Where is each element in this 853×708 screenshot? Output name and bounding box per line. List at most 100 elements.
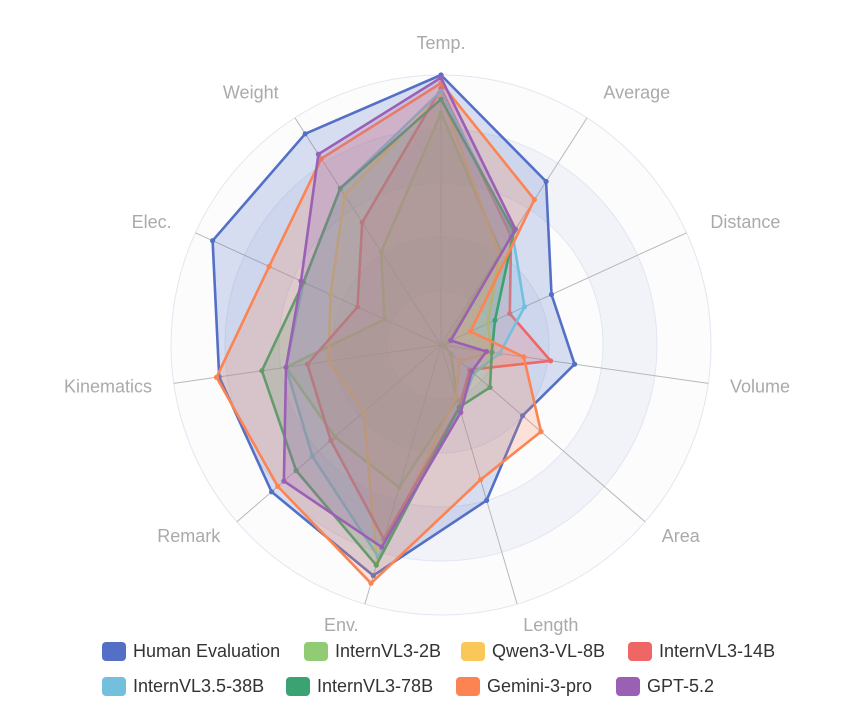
data-point-human-evaluation-length[interactable]	[484, 497, 490, 503]
legend-item-internvl3-5-38b[interactable]: InternVL3.5-38B	[102, 675, 264, 697]
series-area-gpt-5-2[interactable]	[282, 76, 517, 549]
data-point-qwen3-vl-8b-remark[interactable]	[360, 409, 367, 415]
data-point-internvl3-2b-volume[interactable]	[441, 342, 447, 348]
data-point-internvl3-78b-volume[interactable]	[489, 349, 495, 355]
legend-swatch	[616, 676, 640, 696]
data-point-gemini-3-pro-elec[interactable]	[266, 263, 272, 270]
data-point-internvl3-5-38b-volume[interactable]	[497, 350, 503, 357]
series-layer	[210, 72, 578, 586]
data-point-human-evaluation-env[interactable]	[370, 573, 376, 579]
data-point-internvl3-2b-env[interactable]	[396, 484, 402, 491]
data-point-human-evaluation-average[interactable]	[543, 178, 549, 185]
axis-label-average: Average	[603, 82, 670, 102]
data-point-internvl3-78b-kinematics[interactable]	[259, 368, 265, 374]
data-point-human-evaluation-area[interactable]	[520, 413, 526, 419]
legend-label: GPT-5.2	[647, 676, 715, 696]
data-point-gemini-3-pro-weight[interactable]	[318, 156, 324, 162]
data-point-internvl3-2b-temp[interactable]	[438, 110, 444, 116]
data-point-internvl3-2b-elec[interactable]	[381, 316, 388, 322]
data-point-qwen3-vl-8b-length[interactable]	[453, 394, 459, 400]
series-area-human-evaluation[interactable]	[211, 73, 576, 577]
legend-swatch	[456, 676, 480, 696]
legend-item-human-evaluation[interactable]: Human Evaluation	[102, 640, 280, 662]
data-point-internvl3-2b-weight[interactable]	[378, 249, 384, 255]
data-point-gemini-3-pro-volume[interactable]	[521, 354, 527, 360]
legend-label: Gemini-3-pro	[487, 676, 593, 696]
data-point-gpt-5-2-area[interactable]	[469, 368, 475, 375]
legend-item-qwen3-vl-8b[interactable]: Qwen3-VL-8B	[461, 640, 605, 662]
data-point-gemini-3-pro-distance[interactable]	[467, 328, 474, 335]
data-point-internvl3-78b-area[interactable]	[487, 384, 493, 390]
data-point-gemini-3-pro-kinematics[interactable]	[213, 374, 220, 380]
data-point-qwen3-vl-8b-kinematics[interactable]	[326, 358, 332, 364]
data-point-gpt-5-2-temp[interactable]	[438, 75, 444, 81]
data-point-internvl3-78b-weight[interactable]	[337, 185, 343, 191]
data-point-internvl3-14b-weight[interactable]	[359, 219, 365, 225]
data-point-qwen3-vl-8b-area[interactable]	[456, 358, 462, 364]
data-point-internvl3-78b-env[interactable]	[373, 562, 379, 568]
data-point-internvl3-2b-area[interactable]	[448, 351, 454, 357]
legend-item-gpt-5-2[interactable]: GPT-5.2	[616, 675, 714, 697]
data-point-internvl3-78b-remark[interactable]	[293, 467, 299, 474]
axis-label-temp: Temp.	[416, 33, 465, 53]
data-point-gpt-5-2-weight[interactable]	[315, 151, 321, 157]
data-point-internvl3-78b-distance[interactable]	[492, 317, 498, 323]
legend-label: InternVL3-78B	[317, 676, 434, 696]
data-point-gemini-3-pro-remark[interactable]	[275, 483, 281, 489]
data-point-qwen3-vl-8b-elec[interactable]	[327, 291, 334, 298]
data-point-internvl3-14b-volume[interactable]	[548, 358, 554, 364]
legend-swatch	[628, 641, 652, 661]
legend-swatch	[304, 641, 328, 661]
series-internvl3-14b	[304, 85, 554, 542]
legend-item-gemini-3-pro[interactable]: Gemini-3-pro	[456, 675, 592, 697]
legend-item-internvl3-14b[interactable]: InternVL3-14B	[628, 640, 775, 662]
data-point-gpt-5-2-elec[interactable]	[298, 278, 304, 284]
data-point-internvl3-14b-elec[interactable]	[354, 304, 361, 310]
data-point-internvl3-14b-kinematics[interactable]	[304, 361, 310, 367]
axis-line-length	[440, 344, 518, 605]
series-area-gemini-3-pro[interactable]	[215, 81, 543, 585]
axis-label-weight: Weight	[223, 82, 279, 102]
data-point-gemini-3-pro-area[interactable]	[538, 429, 544, 435]
axis-label-volume: Volume	[730, 377, 790, 397]
axis-label-remark: Remark	[157, 526, 221, 546]
data-point-gpt-5-2-volume[interactable]	[483, 348, 489, 355]
data-point-human-evaluation-distance[interactable]	[548, 291, 555, 298]
axis-line-elec	[195, 232, 442, 346]
legend-swatch	[461, 641, 485, 661]
radar-chart: Temp. Average Distance Volume Area Length Env.…	[64, 33, 790, 635]
data-point-internvl3-14b-distance[interactable]	[507, 311, 513, 317]
data-point-human-evaluation-remark[interactable]	[269, 489, 275, 495]
data-point-gpt-5-2-kinematics[interactable]	[283, 364, 289, 370]
data-point-gpt-5-2-average[interactable]	[512, 226, 519, 232]
data-point-internvl3-5-38b-distance[interactable]	[521, 304, 528, 310]
data-point-gpt-5-2-env[interactable]	[379, 544, 385, 550]
legend-item-internvl3-2b[interactable]: InternVL3-2B	[304, 640, 441, 662]
data-point-internvl3-5-38b-remark[interactable]	[309, 453, 315, 459]
data-point-gemini-3-pro-length[interactable]	[478, 477, 484, 483]
axis-label-elec: Elec.	[132, 212, 172, 232]
data-point-internvl3-14b-remark[interactable]	[328, 437, 334, 444]
data-point-human-evaluation-weight[interactable]	[302, 131, 308, 137]
data-point-gemini-3-pro-average[interactable]	[531, 197, 538, 203]
data-point-internvl3-5-38b-temp[interactable]	[438, 88, 444, 94]
axis-label-distance: Distance	[710, 212, 780, 232]
series-area-internvl3-2b[interactable]	[284, 111, 503, 489]
data-point-human-evaluation-volume[interactable]	[572, 361, 578, 367]
data-point-gemini-3-pro-env[interactable]	[368, 580, 374, 586]
axis-label-env: Env.	[324, 615, 359, 635]
data-point-qwen3-vl-8b-distance[interactable]	[485, 321, 491, 327]
series-human-evaluation	[210, 72, 578, 579]
data-point-gpt-5-2-length[interactable]	[458, 409, 464, 415]
legend-swatch	[102, 676, 126, 696]
data-point-internvl3-2b-remark[interactable]	[332, 434, 338, 440]
data-point-gpt-5-2-distance[interactable]	[448, 337, 454, 344]
data-point-human-evaluation-elec[interactable]	[210, 238, 216, 244]
legend-label: InternVL3-14B	[659, 641, 776, 661]
axis-labels: Temp. Average Distance Volume Area Length Env.…	[64, 33, 790, 635]
legend-item-internvl3-78b[interactable]: InternVL3-78B	[286, 675, 433, 697]
data-point-qwen3-vl-8b-weight[interactable]	[342, 192, 348, 198]
series-area-internvl3-14b[interactable]	[306, 87, 552, 541]
data-point-internvl3-78b-temp[interactable]	[438, 96, 444, 102]
data-point-gpt-5-2-remark[interactable]	[281, 478, 287, 484]
